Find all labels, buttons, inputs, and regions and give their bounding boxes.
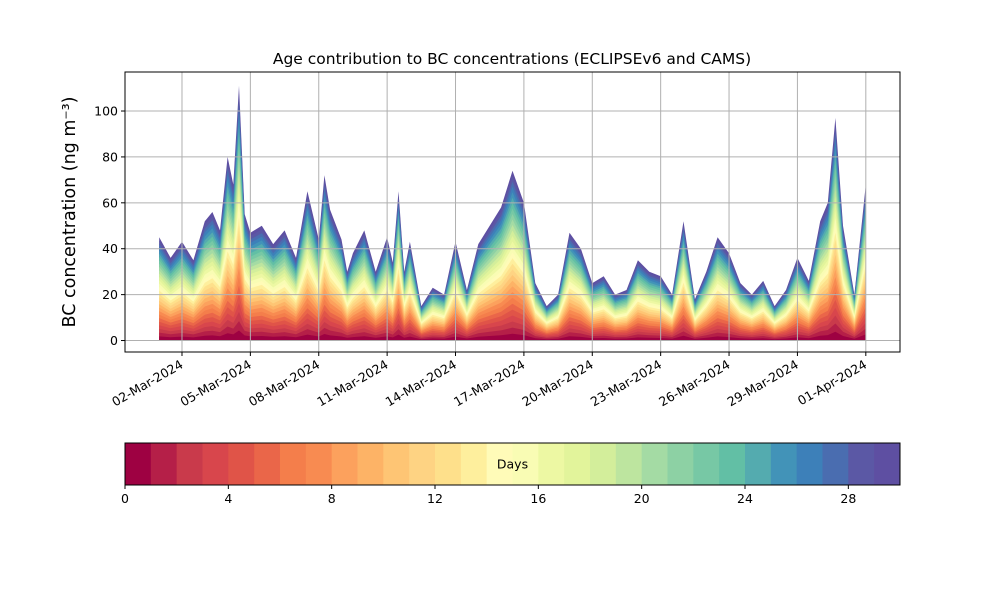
x-tick-label: 02-Mar-2024	[109, 357, 185, 410]
colorbar-swatch-27	[822, 443, 849, 485]
colorbar-swatch-12	[435, 443, 462, 485]
colorbar-swatch-5	[254, 443, 281, 485]
colorbar-swatch-13	[460, 443, 488, 485]
chart-title: Age contribution to BC concentrations (E…	[273, 50, 751, 68]
age-layer-1	[159, 321, 866, 341]
colorbar-swatch-0	[125, 443, 152, 485]
x-tick-label: 17-Mar-2024	[451, 357, 527, 410]
x-tick-label: 26-Mar-2024	[656, 357, 732, 410]
x-tick-label: 05-Mar-2024	[177, 357, 253, 410]
y-tick-label: 100	[94, 104, 118, 119]
x-tick-label: 14-Mar-2024	[383, 357, 459, 410]
x-tick-label: 11-Mar-2024	[314, 357, 390, 410]
y-tick-label: 0	[110, 333, 118, 348]
colorbar-tick-label: 20	[634, 491, 650, 506]
colorbar-swatch-20	[641, 443, 668, 485]
y-tick-label: 80	[102, 149, 118, 164]
colorbar-swatch-16	[538, 443, 565, 485]
colorbar-tick-label: 12	[427, 491, 443, 506]
y-tick-label: 40	[102, 241, 118, 256]
y-axis-label: BC concentration (ng m⁻³)	[60, 97, 80, 328]
colorbar-tick-label: 24	[737, 491, 753, 506]
colorbar-tick-label: 8	[328, 491, 336, 506]
x-tick-label: 23-Mar-2024	[588, 357, 664, 410]
colorbar-swatch-11	[409, 443, 436, 485]
colorbar-swatch-9	[357, 443, 384, 485]
colorbar-swatch-18	[590, 443, 617, 485]
colorbar-swatch-6	[280, 443, 307, 485]
colorbar-swatch-3	[202, 443, 229, 485]
colorbar-tick-label: 16	[530, 491, 546, 506]
colorbar-tick-label: 4	[224, 491, 232, 506]
colorbar-swatch-8	[331, 443, 358, 485]
colorbar: Days 0 4 8 12 16 20 24 28	[121, 442, 901, 506]
colorbar-tick-label: 0	[121, 491, 129, 506]
colorbar-swatch-17	[564, 443, 591, 485]
colorbar-swatch-26	[796, 443, 823, 485]
colorbar-swatch-15	[512, 443, 539, 485]
colorbar-swatch-29	[874, 443, 901, 485]
colorbar-swatch-1	[150, 443, 178, 485]
y-tick-label: 60	[102, 195, 118, 210]
age-layer-0	[159, 330, 866, 341]
x-tick-label: 20-Mar-2024	[519, 357, 595, 410]
colorbar-tick-label: 28	[840, 491, 856, 506]
colorbar-label: Days	[497, 457, 528, 472]
colorbar-swatch-25	[770, 443, 798, 485]
colorbar-swatch-22	[693, 443, 720, 485]
colorbar-swatch-7	[305, 443, 333, 485]
colorbar-swatch-21	[667, 443, 694, 485]
y-tick-label: 20	[102, 287, 118, 302]
plot-area	[159, 85, 866, 341]
colorbar-frame	[124, 442, 901, 486]
colorbar-swatch-14	[486, 443, 513, 485]
colorbar-swatch-23	[719, 443, 746, 485]
colorbar-swatch-19	[615, 443, 643, 485]
x-tick-label: 01-Apr-2024	[795, 357, 869, 409]
colorbar-swatch-2	[176, 443, 203, 485]
colorbar-swatch-28	[848, 443, 875, 485]
x-tick-label: 29-Mar-2024	[725, 357, 801, 410]
colorbar-swatch-24	[745, 443, 772, 485]
colorbar-swatch-4	[228, 443, 255, 485]
x-tick-label: 08-Mar-2024	[246, 357, 322, 410]
plot-frame	[124, 71, 901, 353]
colorbar-swatch-10	[383, 443, 410, 485]
